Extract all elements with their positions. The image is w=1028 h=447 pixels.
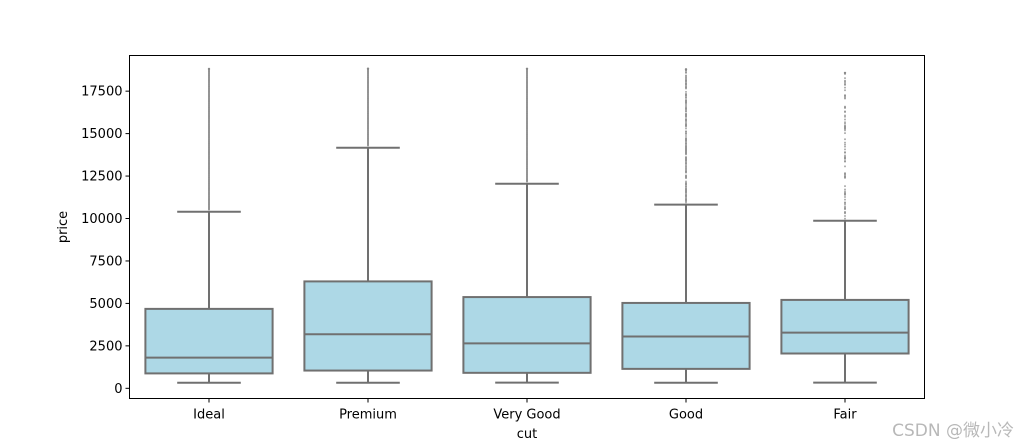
outlier-point	[207, 67, 211, 71]
x-tick-label: Very Good	[493, 408, 560, 423]
y-tick-label: 5000	[89, 297, 122, 312]
outlier-point	[844, 210, 846, 213]
box-iqr	[144, 307, 274, 375]
outlier-point	[366, 67, 370, 70]
box-iqr	[780, 298, 910, 355]
outlier-point	[844, 165, 846, 168]
outlier-point	[525, 67, 529, 70]
outlier-point	[844, 198, 846, 201]
outlier-point	[844, 172, 846, 175]
outlier-point	[844, 214, 846, 217]
outlier-point	[844, 94, 846, 97]
box-group-good	[621, 68, 751, 384]
outlier-point	[844, 190, 846, 193]
outlier-point	[685, 180, 687, 183]
outlier-point	[685, 98, 687, 101]
outlier-point	[844, 110, 846, 113]
outlier-point	[844, 138, 846, 141]
outlier-point	[844, 143, 846, 146]
y-axis-label: price	[56, 211, 71, 243]
box-group-ideal	[144, 67, 274, 384]
outlier-point	[844, 121, 846, 124]
outlier-point	[685, 118, 687, 121]
outlier-point	[685, 156, 687, 159]
y-tick-label: 15000	[81, 127, 122, 142]
outlier-point	[684, 68, 688, 71]
x-tick-label: Premium	[339, 408, 397, 423]
box-iqr	[462, 296, 592, 374]
outlier-point	[844, 201, 846, 204]
outlier-point	[685, 174, 687, 177]
outlier-point	[685, 74, 687, 77]
box-group-fair	[780, 71, 910, 384]
box-group-premium	[303, 67, 433, 384]
outlier-point	[844, 188, 846, 191]
outlier-point	[844, 159, 846, 162]
outlier-point	[844, 154, 846, 157]
outlier-point	[844, 141, 846, 144]
outlier-point	[685, 90, 687, 93]
outlier-point	[844, 124, 846, 127]
outlier-point	[844, 185, 846, 188]
outlier-point	[685, 92, 687, 95]
outlier-point	[844, 118, 846, 121]
y-tick-label: 17500	[81, 85, 122, 100]
x-tick-label: Ideal	[193, 408, 225, 423]
y-tick-label: 10000	[81, 212, 122, 227]
outlier-point	[844, 114, 846, 117]
outlier-point	[685, 130, 687, 133]
outlier-point	[844, 132, 846, 135]
outlier-point	[843, 71, 847, 75]
outlier-point	[685, 134, 687, 137]
y-tick-label: 7500	[89, 254, 122, 269]
outlier-point	[685, 137, 687, 140]
y-tick-label: 0	[114, 382, 122, 397]
outlier-point	[844, 151, 846, 154]
outlier-point	[844, 145, 846, 148]
x-axis-label: cut	[517, 427, 537, 442]
x-tick-label: Fair	[833, 408, 857, 423]
outlier-point	[844, 195, 846, 198]
outlier-point	[844, 79, 846, 82]
y-tick-label: 12500	[81, 170, 122, 185]
outlier-point	[844, 148, 846, 151]
x-tick-label: Good	[669, 408, 703, 423]
outlier-point	[844, 77, 846, 80]
box-iqr	[303, 280, 433, 372]
outlier-point	[844, 217, 846, 220]
box-group-very-good	[462, 67, 592, 384]
y-tick-label: 2500	[89, 339, 122, 354]
watermark: CSDN @微小冷	[892, 421, 1014, 441]
outlier-point	[844, 105, 846, 108]
outlier-point	[844, 205, 846, 208]
outlier-point	[685, 112, 687, 115]
outlier-point	[685, 127, 687, 130]
outlier-point	[844, 89, 846, 92]
outlier-point	[844, 86, 846, 89]
